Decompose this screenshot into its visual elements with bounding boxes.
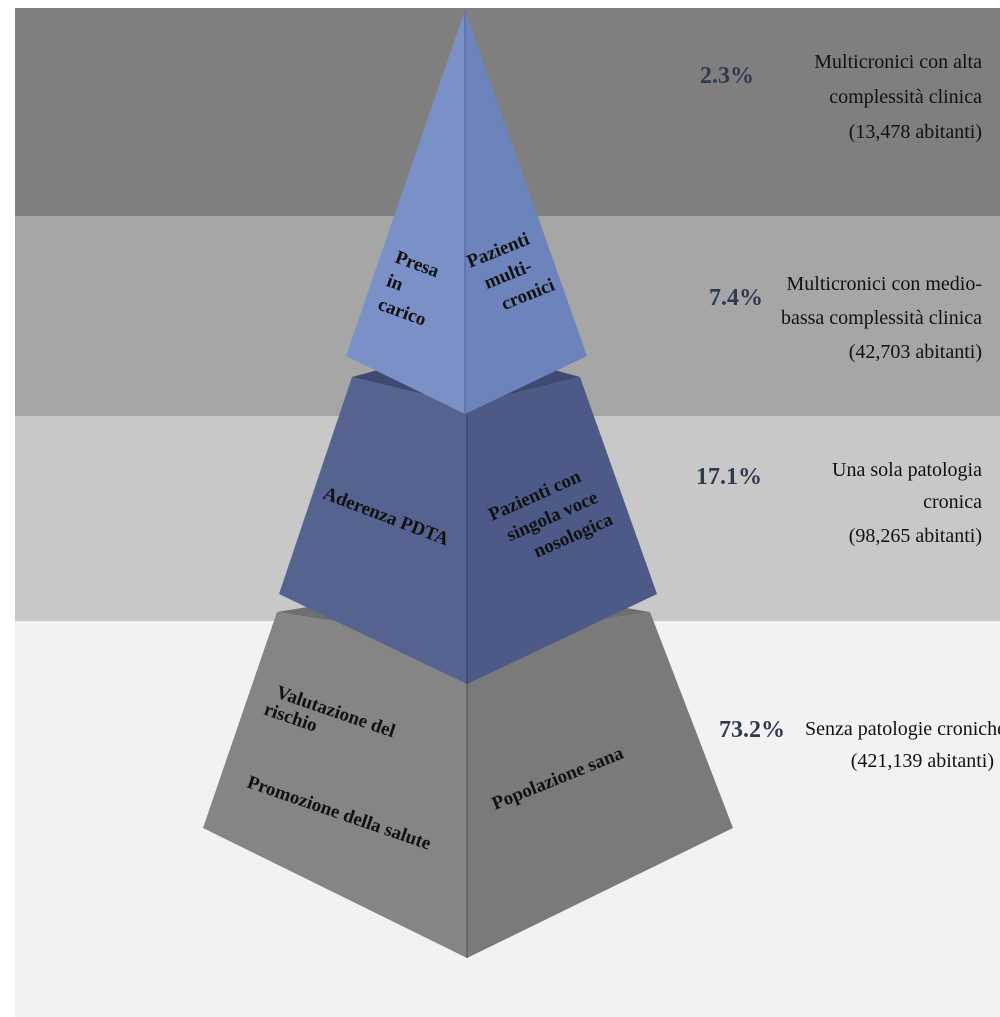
row-3-desc-3: (98,265 abitanti)	[849, 525, 982, 547]
pyramid-tier-top	[346, 10, 587, 414]
row-4-desc-1: Senza patologie croniche	[805, 718, 1000, 740]
pyramid-tier-middle	[279, 346, 657, 684]
row-2-percent: 7.4%	[709, 285, 763, 311]
row-1-desc-1: Multicronici con alta	[814, 51, 982, 73]
row-2-desc-2: bassa complessità clinica	[781, 307, 982, 329]
top-left-line-2: in	[384, 270, 406, 295]
row-3-percent: 17.1%	[696, 464, 762, 490]
row-1-percent: 2.3%	[700, 63, 754, 89]
row-2-desc-1: Multicronici con medio-	[786, 273, 982, 295]
top-right-face	[465, 10, 587, 414]
row-3-desc-1: Una sola patologia	[832, 459, 982, 481]
row-3-desc-2: cronica	[923, 491, 982, 513]
base-left-face	[203, 612, 467, 958]
row-1-desc-2: complessità clinica	[829, 86, 982, 108]
middle-left-face	[279, 377, 467, 684]
row-1-desc-3: (13,478 abitanti)	[849, 121, 982, 143]
middle-right-face	[467, 377, 657, 684]
base-right-face	[467, 612, 733, 958]
top-right-label: Pazienti multi- cronici	[464, 229, 558, 315]
row-4-percent: 73.2%	[719, 717, 785, 743]
row-2-desc-3: (42,703 abitanti)	[849, 341, 982, 363]
row-4-desc-2: (421,139 abitanti)	[851, 750, 994, 772]
top-left-face	[346, 10, 465, 414]
